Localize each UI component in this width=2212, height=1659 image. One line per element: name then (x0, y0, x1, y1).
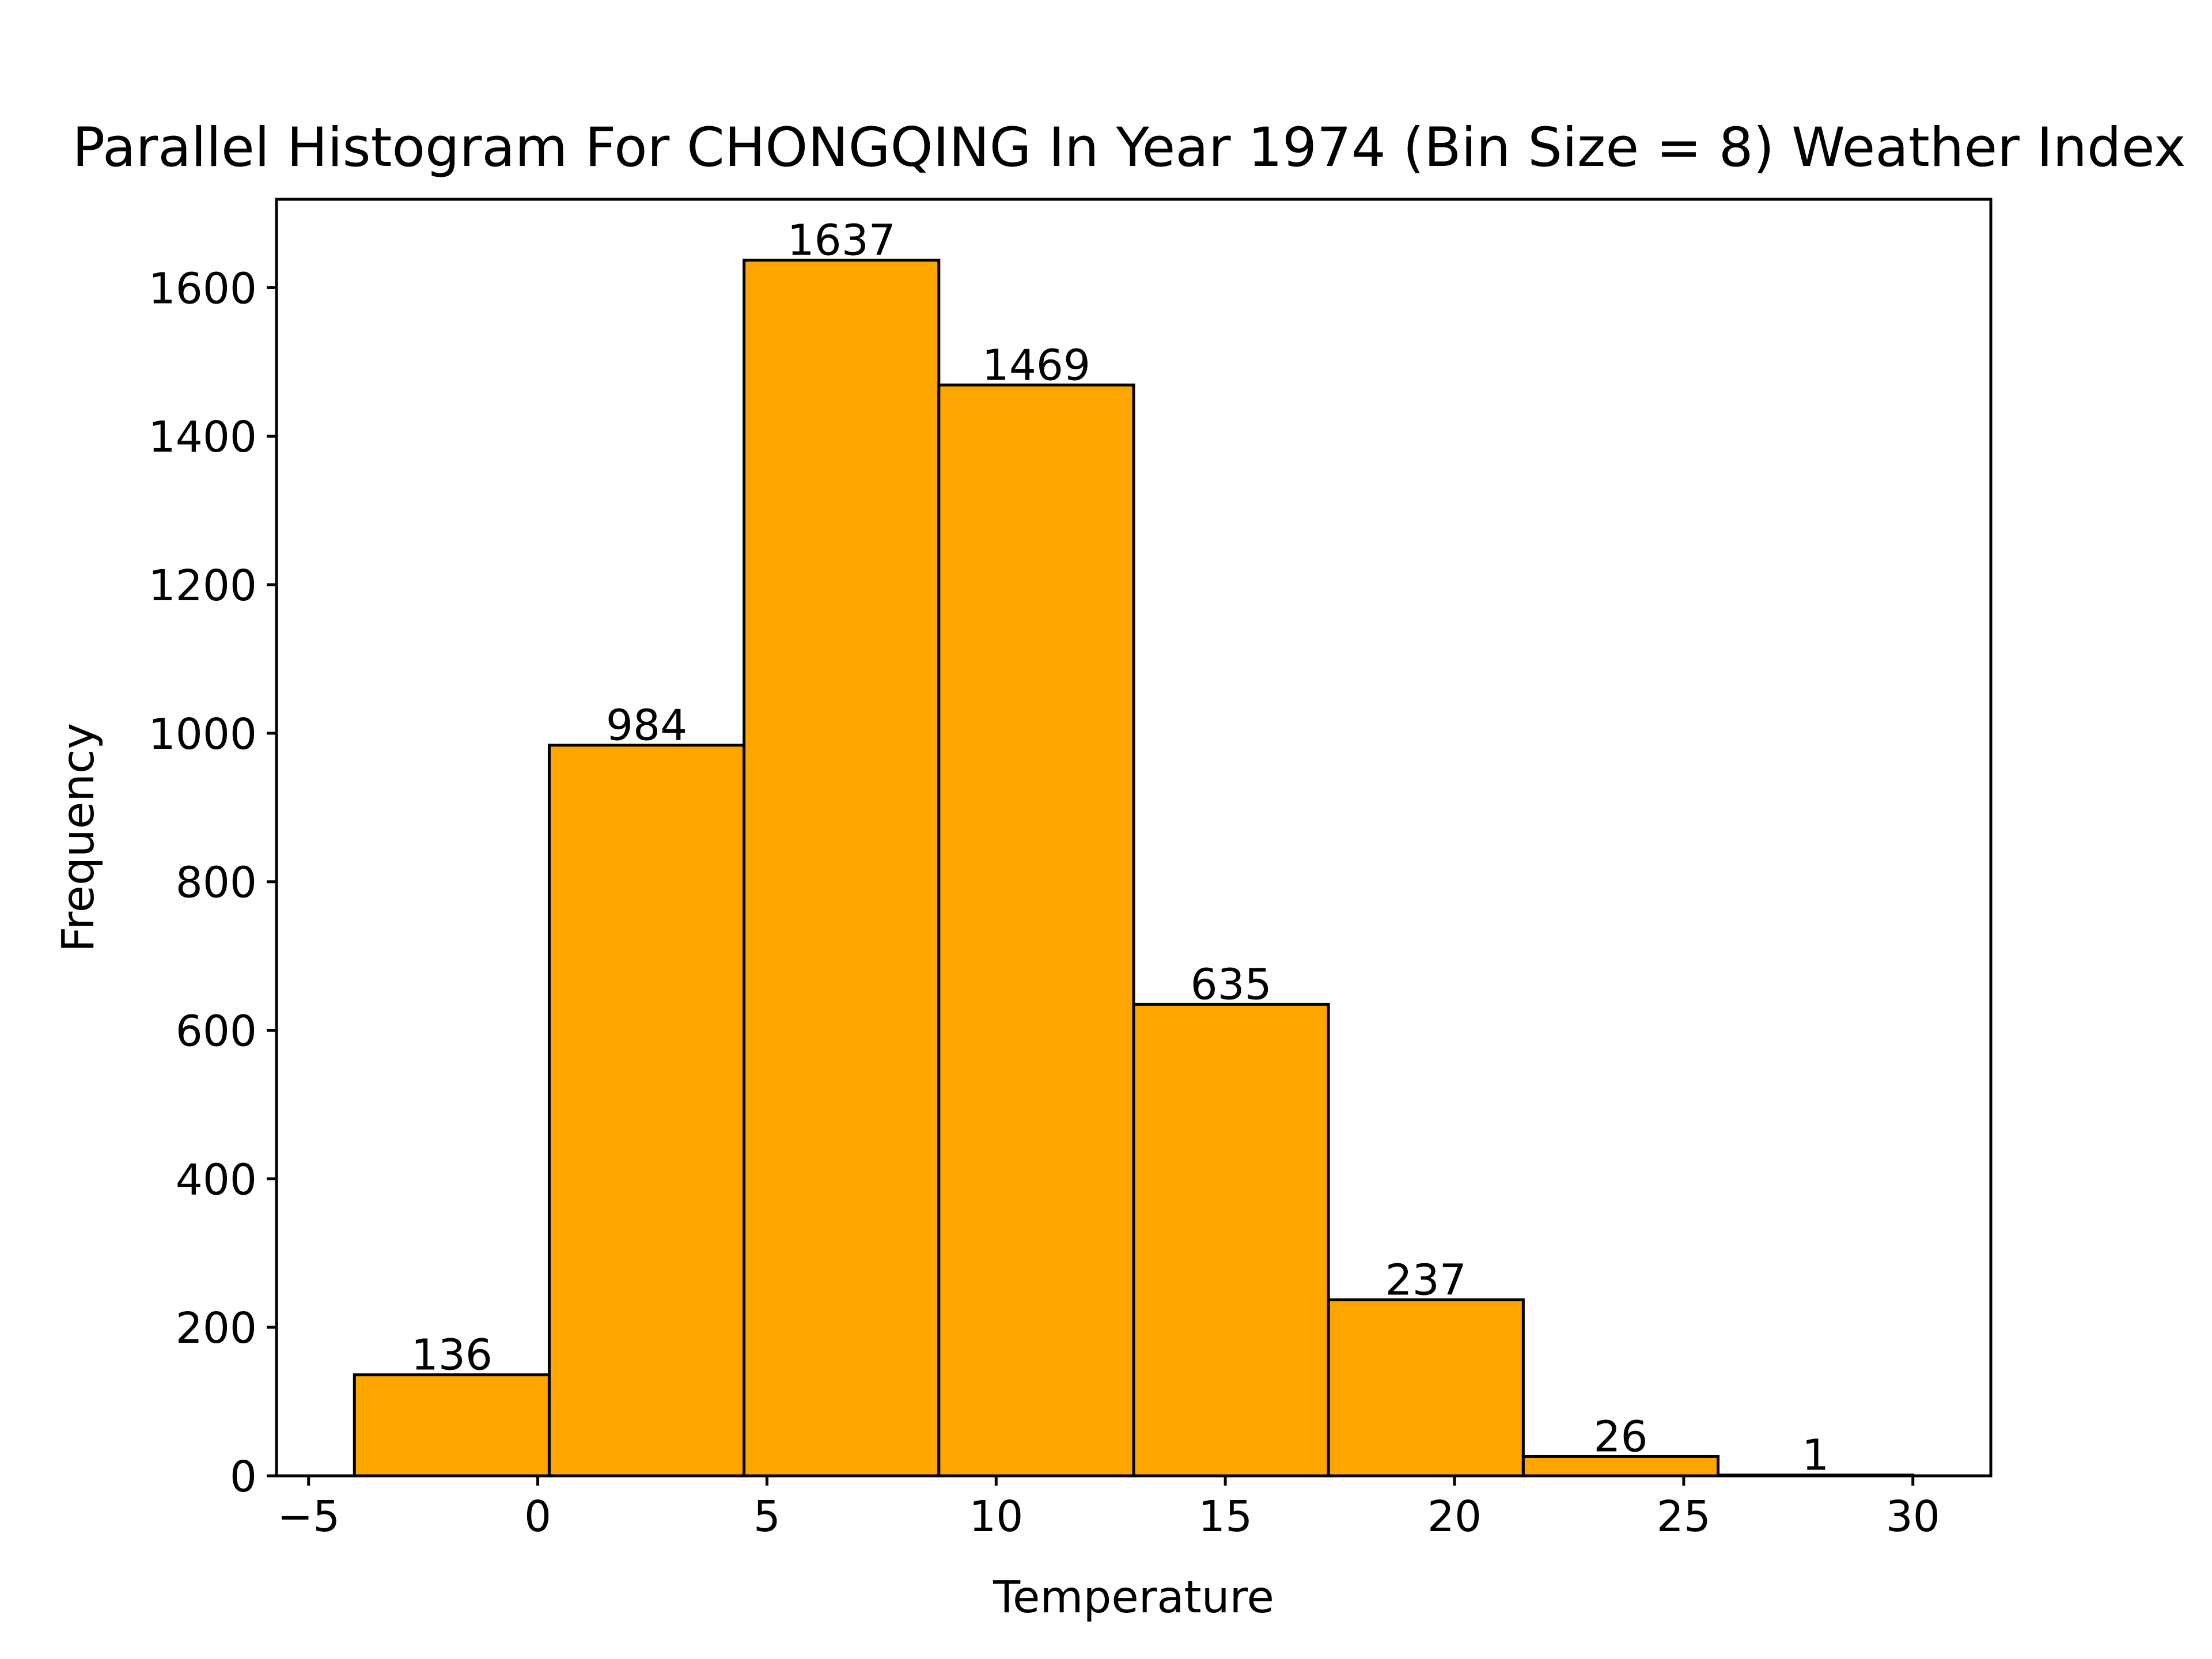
x-tick-label: −5 (277, 1492, 340, 1541)
histogram-bar (547, 744, 746, 1478)
bar-value-label: 237 (1385, 1255, 1467, 1305)
x-tick-label: 25 (1657, 1492, 1711, 1541)
x-tick-label: 10 (969, 1492, 1023, 1541)
x-tick-label: 0 (524, 1492, 551, 1541)
x-tick-label: 20 (1427, 1492, 1482, 1541)
bar-value-label: 1637 (787, 216, 896, 266)
y-tick-label: 800 (176, 858, 257, 908)
plot-frame (275, 198, 1993, 1478)
y-tick-label: 1400 (149, 412, 257, 462)
x-tick-label: 30 (1886, 1492, 1940, 1541)
bar-value-label: 26 (1593, 1412, 1647, 1461)
bars-layer (353, 259, 1915, 1478)
y-tick-label: 400 (176, 1155, 257, 1205)
y-axis: 0 200 400 600 800 1000 1200 1400 1600 (149, 264, 276, 1502)
x-axis-label: Temperature (993, 1572, 1274, 1623)
y-tick-label: 0 (230, 1452, 257, 1502)
bar-value-label: 1469 (982, 340, 1090, 390)
histogram-bar (1327, 1298, 1525, 1478)
x-tick-label: 5 (753, 1492, 781, 1541)
histogram-bar (1132, 1002, 1330, 1478)
bar-value-label: 1 (1802, 1431, 1829, 1480)
y-axis-label: Frequency (53, 723, 104, 952)
y-tick-label: 1200 (149, 561, 257, 611)
x-tick-label: 15 (1198, 1492, 1252, 1541)
bar-value-label: 635 (1190, 960, 1271, 1009)
bar-value-label: 136 (411, 1331, 493, 1380)
histogram-bar (937, 383, 1135, 1478)
bar-labels-layer: 136 984 1637 1469 635 237 26 1 (411, 216, 1829, 1480)
histogram-bar (743, 259, 941, 1478)
x-axis: −5 0 5 10 15 20 25 30 (277, 1476, 1940, 1541)
y-tick-label: 200 (176, 1304, 257, 1353)
histogram-bar (353, 1373, 551, 1478)
y-tick-label: 600 (176, 1007, 257, 1056)
y-tick-label: 1600 (149, 264, 257, 313)
y-tick-label: 1000 (149, 710, 257, 759)
bar-value-label: 984 (606, 701, 687, 751)
chart-title: Parallel Histogram For CHONGQING In Year… (72, 116, 2186, 179)
